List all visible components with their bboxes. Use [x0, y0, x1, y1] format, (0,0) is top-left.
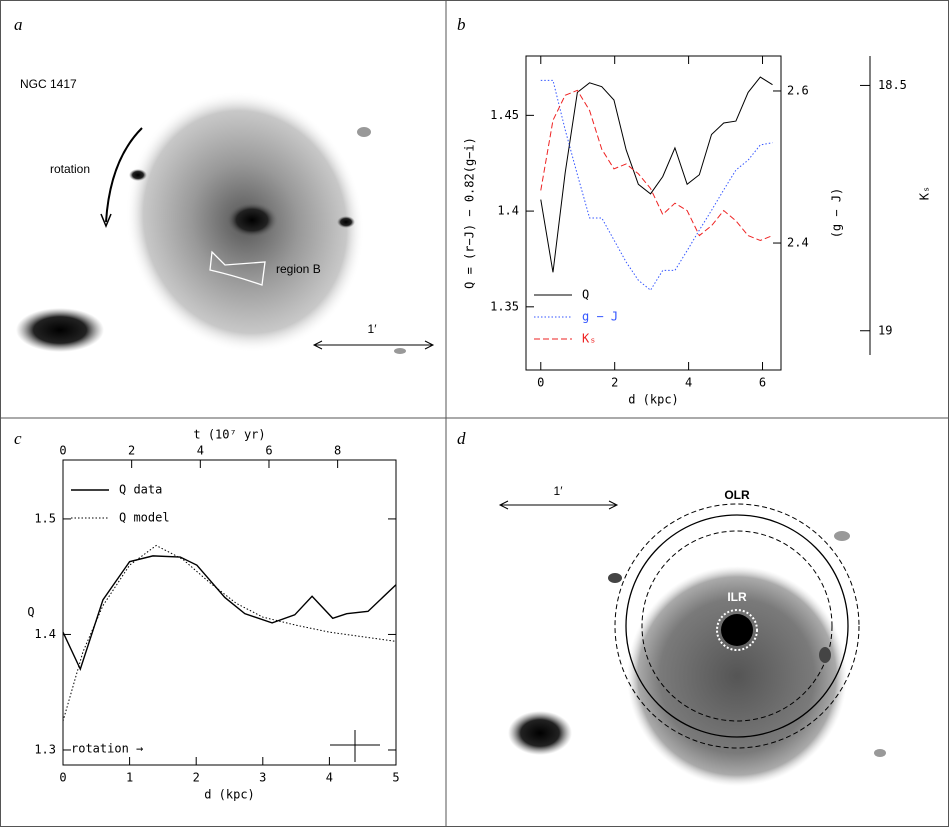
panel-label: a [14, 15, 23, 34]
x2-tick-label: 0 [59, 444, 66, 458]
region-outline [209, 250, 266, 286]
series-line [540, 89, 773, 242]
y-tick-label: 1.4 [34, 627, 56, 641]
olr-ring [614, 503, 860, 749]
panel-a-image: NGC 1417 rotation region B 1′ [16, 77, 435, 354]
star [16, 308, 104, 352]
rotation-arrow-head [100, 213, 112, 228]
x-axis-label: d (kpc) [204, 788, 255, 802]
y-tick-label: 1.4 [497, 204, 519, 218]
legend-label: Q data [119, 483, 162, 497]
legend-label: Q model [119, 511, 170, 525]
scale-label: 1′ [368, 322, 378, 336]
star [874, 749, 886, 757]
galaxy-core [226, 202, 278, 238]
panel-label: b [457, 15, 466, 34]
y-axis-label: Q = (r−J) − 0.82(g−i) [463, 137, 477, 289]
core [721, 614, 753, 646]
x-tick-label: 6 [759, 376, 766, 390]
annotation: rotation → [71, 742, 143, 756]
object-label: NGC 1417 [20, 77, 77, 91]
y2-tick-label: 2.4 [787, 236, 809, 250]
ilr-ring [716, 609, 758, 651]
series-line [540, 76, 773, 273]
x-tick-label: 0 [59, 771, 66, 785]
legend-label: g − J [582, 310, 618, 324]
resonance-ring [641, 530, 833, 722]
star [394, 348, 406, 354]
legend-label: Kₛ [582, 332, 596, 346]
x-axis-label: d (kpc) [628, 393, 679, 407]
star [819, 647, 831, 663]
scale-bar-ends [498, 500, 619, 510]
y-tick-label: 1.35 [490, 299, 519, 313]
panel-label: d [457, 429, 466, 448]
scale-bar-ends [312, 340, 435, 350]
y2-tick-label: 2.6 [787, 83, 809, 97]
error-cross [330, 730, 380, 762]
y3-tick-label: 19 [878, 323, 892, 337]
x2-tick-label: 2 [128, 444, 135, 458]
rotation-arrow [105, 127, 143, 223]
olr-label: OLR [724, 488, 750, 502]
y3-tick-label: 18.5 [878, 78, 907, 92]
x2-tick-label: 8 [334, 444, 341, 458]
series-line [62, 555, 397, 672]
star [608, 573, 622, 583]
scale-label: 1′ [554, 484, 564, 498]
series-line [540, 79, 773, 291]
star [357, 127, 371, 137]
x-tick-label: 2 [193, 771, 200, 785]
resonance-ring [625, 514, 849, 738]
y-tick-label: 1.45 [490, 108, 519, 122]
panel-d-image: 1′ OLR ILR [498, 484, 886, 786]
x-tick-label: 3 [259, 771, 266, 785]
x-tick-label: 0 [537, 376, 544, 390]
legend-label: Q [582, 288, 589, 302]
ilr-label: ILR [727, 590, 747, 604]
x2-axis-label: t (10⁷ yr) [193, 428, 265, 442]
x-tick-label: 5 [392, 771, 399, 785]
x-tick-label: 2 [611, 376, 618, 390]
plot-frame [525, 55, 782, 371]
region-label: region B [276, 262, 321, 276]
star [508, 711, 572, 755]
x-tick-label: 1 [126, 771, 133, 785]
y-axis-label: Q [27, 605, 34, 619]
rotation-label: rotation [50, 162, 90, 176]
star [337, 216, 355, 228]
y2-axis-label: (g − J) [830, 188, 844, 239]
star [834, 531, 850, 541]
x-tick-label: 4 [326, 771, 333, 785]
plot-frame [62, 459, 397, 766]
y-tick-label: 1.3 [34, 742, 56, 756]
x2-tick-label: 6 [265, 444, 272, 458]
star [129, 169, 147, 181]
disc [627, 566, 847, 786]
y-tick-label: 1.5 [34, 511, 56, 525]
panel-label: c [14, 429, 22, 448]
x-tick-label: 4 [685, 376, 692, 390]
x2-tick-label: 4 [197, 444, 204, 458]
series-line [62, 544, 397, 722]
y3-axis-label: Kₛ [918, 186, 932, 200]
